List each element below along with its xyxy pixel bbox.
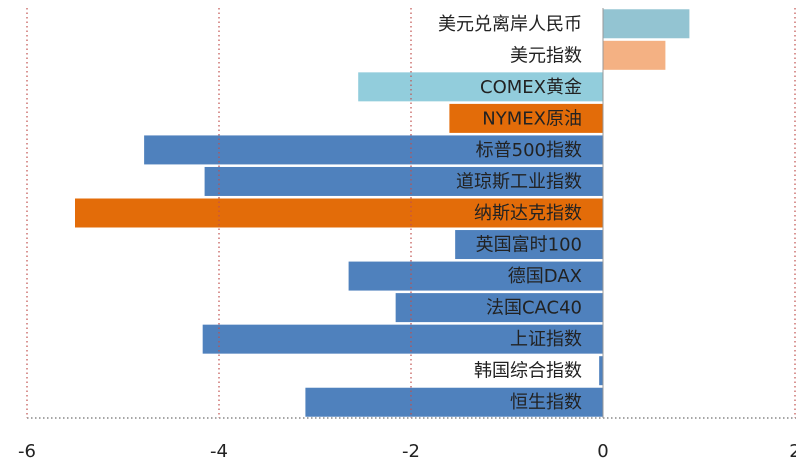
x-tick-label: -6 — [18, 441, 36, 462]
category-label: 法国CAC40 — [486, 298, 582, 319]
category-label: 上证指数 — [510, 329, 582, 350]
bar — [348, 261, 603, 291]
bar — [358, 72, 603, 102]
category-label: 标普500指数 — [476, 140, 582, 161]
x-tick-label: -2 — [402, 441, 420, 462]
category-label: 美元指数 — [510, 45, 582, 66]
x-tick-label: 2 — [789, 441, 796, 462]
category-label: 美元兑离岸人民币 — [438, 14, 582, 35]
bar — [144, 135, 603, 165]
bar — [603, 40, 666, 70]
bar — [75, 198, 603, 228]
bar — [603, 9, 690, 39]
category-label: 韩国综合指数 — [474, 361, 582, 382]
category-label: 道琼斯工业指数 — [456, 171, 582, 192]
x-tick-label: 0 — [597, 441, 608, 462]
category-label: NYMEX原油 — [482, 108, 582, 129]
category-label: 英国富时100 — [476, 235, 582, 256]
bar — [204, 166, 603, 196]
bar — [202, 324, 603, 354]
category-label: 恒生指数 — [510, 392, 582, 413]
bar — [449, 103, 603, 133]
category-label: 德国DAX — [508, 266, 582, 287]
bar — [599, 356, 603, 386]
category-label: COMEX黄金 — [480, 77, 582, 98]
x-tick-label: -4 — [210, 441, 228, 462]
bar — [395, 293, 603, 323]
category-label: 纳斯达克指数 — [474, 203, 582, 224]
bar — [455, 230, 603, 260]
bar — [305, 387, 603, 417]
